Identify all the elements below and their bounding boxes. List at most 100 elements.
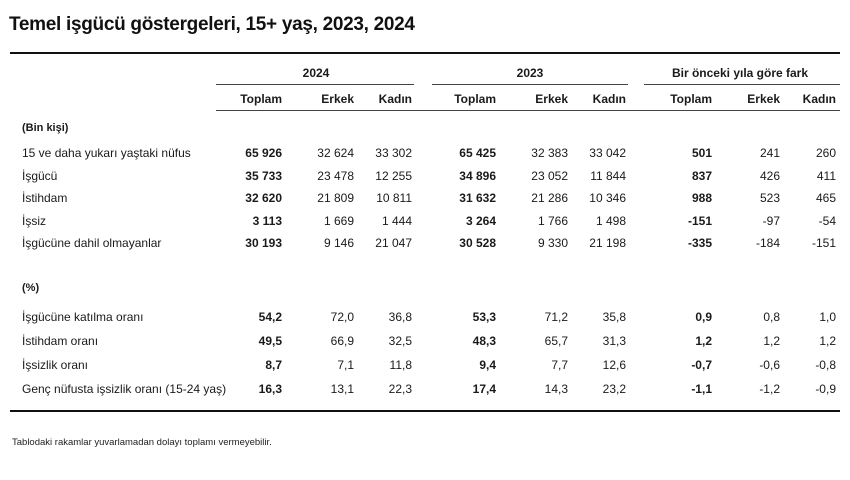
cell-2024-toplam: 54,2 [258, 310, 282, 324]
cell-diff-erkek: 426 [759, 168, 780, 183]
cell-2024-erkek: 7,1 [337, 358, 354, 372]
cell-diff-erkek: 523 [759, 191, 780, 205]
section-label-percent: (%) [22, 282, 40, 294]
cell-diff-erkek: -97 [762, 213, 780, 228]
col-header-2024-toplam: Toplam [240, 92, 282, 106]
group-header-diff: Bir önceki yıla göre fark [671, 66, 809, 80]
cell-2024-erkek: 13,1 [330, 382, 354, 396]
cell-2024-erkek: 66,9 [330, 334, 354, 348]
section-label-bin-kisi: (Bin kişi) [22, 122, 69, 134]
cell-2024-erkek: 21 809 [317, 191, 354, 205]
cell-2024-kadin: 21 047 [375, 236, 412, 250]
cell-2024-erkek: 1 669 [323, 213, 354, 228]
cell-diff-toplam: 501 [691, 146, 712, 160]
cell-diff-kadin: -151 [811, 236, 836, 250]
cell-2024-toplam: 3 113 [252, 213, 282, 228]
row-label: İşgücüne dahil olmayanlar [22, 236, 162, 250]
cell-2023-erkek: 71,2 [544, 310, 568, 324]
row-label: Genç nüfusta işsizlik oranı (15-24 yaş) [22, 382, 227, 396]
cell-2024-erkek: 32 624 [317, 146, 354, 160]
cell-2023-toplam: 9,4 [479, 358, 496, 372]
row-label: 15 ve daha yukarı yaştaki nüfus [22, 146, 191, 160]
cell-diff-kadin: 260 [815, 146, 836, 160]
cell-diff-toplam: -0,7 [691, 358, 712, 372]
cell-2023-erkek: 32 383 [531, 146, 568, 160]
table-row: İşgücü 35 733 23 478 12 255 34 896 23 052 11 8… [0, 169, 850, 189]
col-header-2023-erkek: Erkek [535, 92, 568, 106]
table-row: İşgücüne dahil olmayanlar 30 193 9 146 21 0… [0, 236, 850, 256]
cell-2023-kadin: 31,3 [602, 334, 626, 348]
cell-2024-kadin: 10 811 [376, 191, 412, 205]
cell-2024-kadin: 36,8 [388, 310, 412, 324]
cell-diff-kadin: 1,0 [819, 310, 836, 324]
cell-diff-erkek: 1,2 [763, 334, 780, 348]
cell-diff-toplam: 837 [691, 168, 712, 183]
cell-diff-toplam: 0,9 [695, 310, 712, 324]
col-header-diff-kadin: Kadın [802, 92, 836, 106]
cell-2024-toplam: 32 620 [245, 191, 282, 205]
cell-2024-erkek: 9 146 [323, 236, 354, 250]
header-rule [216, 110, 840, 111]
cell-2024-kadin: 22,3 [388, 382, 412, 396]
cell-2024-toplam: 8,7 [265, 358, 282, 372]
cell-2023-toplam: 3 264 [465, 213, 496, 228]
table-row: İstihdam oranı 49,5 66,9 32,5 48,3 65,7 31,3 1,… [0, 334, 850, 354]
col-header-2024-kadin: Kadın [378, 92, 412, 106]
cell-2024-kadin: 11,8 [389, 358, 412, 372]
cell-diff-kadin: 465 [815, 191, 836, 205]
cell-2024-kadin: 32,5 [388, 334, 412, 348]
group-rule-2024 [216, 84, 414, 85]
cell-2024-kadin: 33 302 [375, 146, 412, 160]
table-footnote: Tablodaki rakamlar yuvarlamadan dolayı t… [12, 437, 272, 448]
cell-diff-kadin: 1,2 [819, 334, 836, 348]
col-header-diff-erkek: Erkek [747, 92, 780, 106]
table-row: İşgücüne katılma oranı 54,2 72,0 36,8 53,3 71… [0, 310, 850, 330]
cell-2023-erkek: 23 052 [531, 168, 568, 183]
cell-diff-kadin: -0,9 [815, 382, 836, 396]
table-row: İstihdam 32 620 21 809 10 811 31 632 21 286 10… [0, 191, 850, 211]
table-row: İşsizlik oranı 8,7 7,1 11,8 9,4 7,7 12,6 -0,7 -0… [0, 358, 850, 378]
table-row: İşsiz 3 113 1 669 1 444 3 264 1 766 1 498 -151 -… [0, 214, 850, 234]
cell-diff-toplam: -335 [687, 236, 712, 250]
cell-2023-toplam: 34 896 [459, 168, 496, 183]
bottom-rule [10, 410, 840, 412]
cell-diff-erkek: 241 [759, 146, 780, 160]
row-label: İşgücüne katılma oranı [22, 310, 144, 324]
cell-2024-kadin: 1 444 [381, 213, 412, 228]
group-rule-2023 [432, 84, 628, 85]
cell-2023-kadin: 11 844 [590, 168, 626, 183]
row-label: İstihdam oranı [22, 334, 99, 348]
cell-2024-erkek: 72,0 [330, 310, 354, 324]
top-rule [10, 52, 840, 54]
cell-diff-toplam: 1,2 [695, 334, 712, 348]
cell-2023-erkek: 65,7 [544, 334, 568, 348]
cell-2023-erkek: 7,7 [551, 358, 568, 372]
cell-2023-erkek: 14,3 [544, 382, 568, 396]
cell-2023-toplam: 30 528 [459, 236, 496, 250]
cell-diff-kadin: 411 [816, 168, 836, 183]
group-rule-diff [644, 84, 840, 85]
cell-diff-toplam: -151 [687, 213, 712, 228]
cell-2024-kadin: 12 255 [375, 168, 412, 183]
cell-2024-toplam: 30 193 [245, 236, 282, 250]
cell-2023-kadin: 1 498 [595, 213, 626, 228]
group-header-2024: 2024 [302, 66, 330, 80]
cell-2023-kadin: 12,6 [602, 358, 626, 372]
cell-diff-toplam: -1,1 [691, 382, 712, 396]
cell-diff-kadin: -54 [818, 213, 836, 228]
cell-2023-kadin: 21 198 [589, 236, 626, 250]
table-title: Temel işgücü göstergeleri, 15+ yaş, 2023… [9, 14, 415, 35]
col-header-diff-toplam: Toplam [670, 92, 712, 106]
cell-2024-toplam: 35 733 [245, 168, 282, 183]
cell-2023-toplam: 17,4 [472, 382, 496, 396]
cell-2023-erkek: 21 286 [531, 191, 568, 205]
col-header-2023-kadin: Kadın [592, 92, 626, 106]
cell-diff-erkek: -184 [755, 236, 780, 250]
cell-diff-kadin: -0,8 [815, 358, 836, 372]
table-row: 15 ve daha yukarı yaştaki nüfus 65 926 32 … [0, 146, 850, 166]
cell-2023-kadin: 33 042 [589, 146, 626, 160]
col-header-2024-erkek: Erkek [321, 92, 354, 106]
group-header-2023: 2023 [516, 66, 544, 80]
cell-2023-toplam: 48,3 [472, 334, 496, 348]
cell-2024-toplam: 16,3 [258, 382, 282, 396]
